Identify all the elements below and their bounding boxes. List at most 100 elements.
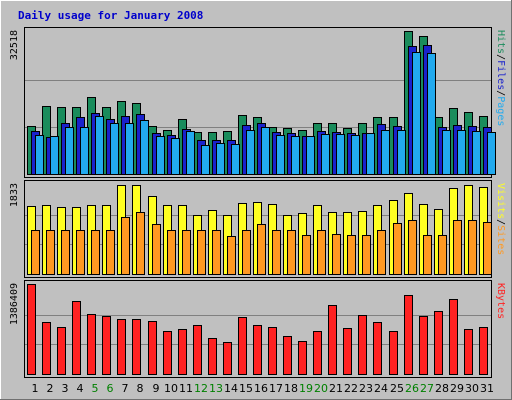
x-tick-label-20: 20 [314, 382, 328, 395]
bar-sites-day-24 [377, 230, 386, 275]
bar-sites-day-7 [121, 217, 130, 275]
bar-pages-day-28 [442, 130, 451, 175]
legend-visits: Visits [495, 183, 506, 219]
panel-2: 1833 Visits/Sites [9, 180, 506, 278]
x-tick-label-17: 17 [269, 382, 283, 395]
bar-pages-day-15 [246, 130, 255, 175]
bar-pages-day-9 [156, 136, 165, 175]
legend-files: Files [495, 60, 506, 90]
bar-sites-day-19 [302, 235, 311, 275]
chart-title: Daily usage for January 2008 [18, 9, 203, 22]
bar-pages-day-17 [276, 135, 285, 175]
bar-pages-day-5 [95, 116, 104, 175]
x-tick-label-31: 31 [480, 382, 494, 395]
legend-separator: / [495, 54, 506, 60]
bar-sites-day-1 [31, 230, 40, 275]
panel-2-max-label: 1833 [9, 183, 20, 207]
bar-kbytes-day-14 [223, 342, 232, 375]
bar-pages-day-16 [261, 127, 270, 175]
x-tick-label-11: 11 [179, 382, 193, 395]
bar-kbytes-day-18 [283, 336, 292, 375]
x-tick-label-4: 4 [77, 382, 84, 395]
bar-sites-day-6 [106, 230, 115, 275]
bar-sites-day-29 [453, 220, 462, 275]
bar-pages-day-24 [381, 130, 390, 175]
bar-sites-day-26 [408, 220, 417, 275]
bar-kbytes-day-23 [358, 315, 367, 375]
bar-sites-day-23 [362, 235, 371, 275]
bar-pages-day-3 [65, 127, 74, 175]
bar-pages-day-1 [35, 135, 44, 175]
bar-pages-day-14 [231, 144, 240, 175]
panel-2-legend: Visits/Sites [495, 183, 506, 255]
bar-sites-day-28 [438, 235, 447, 275]
x-tick-label-24: 24 [374, 382, 388, 395]
bar-kbytes-day-8 [132, 319, 141, 375]
bar-kbytes-day-13 [208, 338, 217, 375]
legend-separator: / [495, 90, 506, 96]
bar-pages-day-4 [80, 127, 89, 175]
bar-pages-day-7 [125, 123, 134, 175]
bar-sites-day-10 [167, 230, 176, 275]
bar-sites-day-21 [332, 234, 341, 275]
x-tick-label-12: 12 [194, 382, 208, 395]
bar-kbytes-day-25 [389, 331, 398, 375]
bar-pages-day-19 [306, 136, 315, 175]
bar-pages-day-26 [412, 52, 421, 175]
bar-sites-day-14 [227, 236, 236, 275]
bar-kbytes-day-3 [57, 327, 66, 375]
x-tick-label-26: 26 [405, 382, 419, 395]
bar-kbytes-day-2 [42, 322, 51, 375]
bar-sites-day-31 [483, 222, 492, 275]
bar-sites-day-17 [272, 230, 281, 275]
x-tick-label-5: 5 [92, 382, 99, 395]
bar-pages-day-2 [50, 136, 59, 175]
bar-kbytes-day-12 [193, 325, 202, 375]
series-kbytes [27, 284, 488, 375]
bar-pages-day-13 [216, 143, 225, 175]
bar-sites-day-16 [257, 224, 266, 275]
bar-pages-day-27 [427, 53, 436, 175]
bar-sites-day-4 [76, 230, 85, 275]
x-tick-label-28: 28 [435, 382, 449, 395]
x-tick-label-18: 18 [284, 382, 298, 395]
bar-sites-day-15 [242, 230, 251, 275]
x-tick-label-13: 13 [209, 382, 223, 395]
x-tick-label-9: 9 [153, 382, 160, 395]
bar-kbytes-day-15 [238, 317, 247, 375]
x-tick-label-3: 3 [62, 382, 69, 395]
bar-pages-day-18 [291, 136, 300, 175]
bar-kbytes-day-19 [298, 341, 307, 375]
x-tick-label-29: 29 [450, 382, 464, 395]
bar-kbytes-day-29 [449, 299, 458, 375]
x-tick-label-6: 6 [107, 382, 114, 395]
bar-sites-day-8 [136, 212, 145, 275]
x-tick-label-22: 22 [344, 382, 358, 395]
bar-kbytes-day-5 [87, 314, 96, 375]
bar-sites-day-25 [393, 223, 402, 275]
x-tick-label-1: 1 [32, 382, 39, 395]
bar-sites-day-9 [152, 224, 161, 275]
x-axis-labels: 1 2 3 4 5 6 7 8 9 10 11 12 13 14 15 16 17 18 19 20 21 22 23 24 2… [32, 382, 495, 395]
bar-pages-day-21 [336, 134, 345, 175]
x-tick-label-8: 8 [137, 382, 144, 395]
series-sites [31, 212, 492, 275]
bar-sites-day-20 [317, 230, 326, 275]
x-tick-label-30: 30 [465, 382, 479, 395]
bar-pages-day-12 [201, 145, 210, 175]
bar-sites-day-13 [212, 230, 221, 275]
bar-pages-day-29 [457, 130, 466, 175]
bar-sites-day-12 [197, 230, 206, 275]
panel-3-max-label: 1386409 [9, 283, 20, 325]
bar-kbytes-day-30 [464, 329, 473, 375]
bar-pages-day-11 [186, 131, 195, 175]
bar-sites-day-30 [468, 220, 477, 275]
bar-pages-day-25 [397, 130, 406, 175]
panel-3-legend: KBytes [495, 283, 506, 319]
panel-1-legend: Hits/Files/Pages [495, 30, 506, 126]
bar-pages-day-22 [351, 135, 360, 175]
bar-sites-day-5 [91, 230, 100, 275]
legend-pages: Pages [495, 96, 506, 126]
x-tick-label-27: 27 [420, 382, 434, 395]
